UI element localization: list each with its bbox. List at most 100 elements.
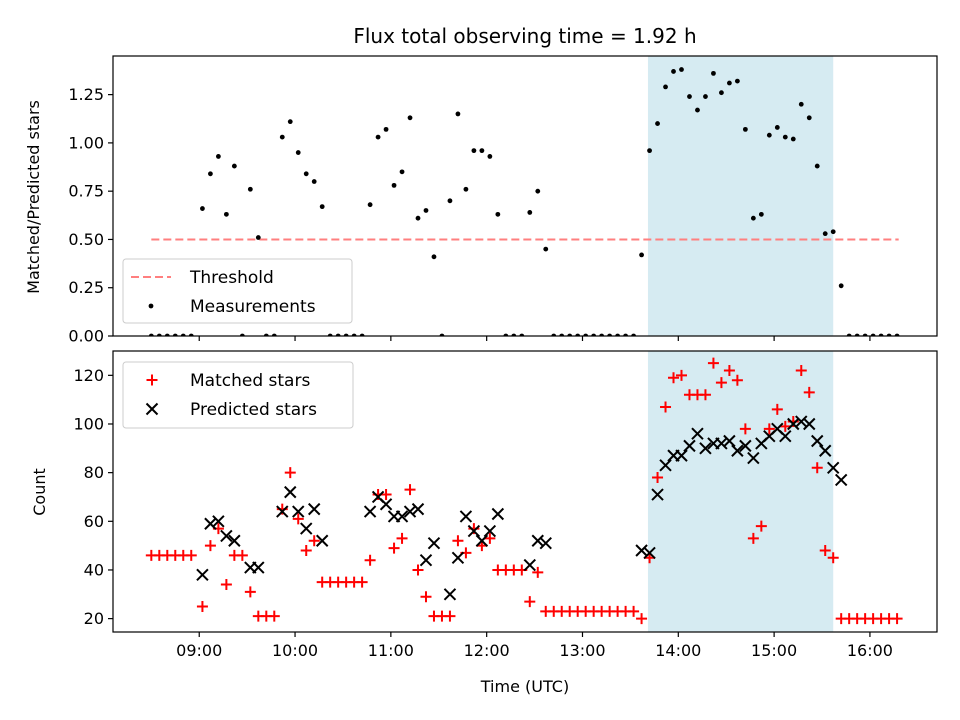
measurement-point — [703, 94, 708, 99]
measurement-point — [663, 84, 668, 90]
measurement-point — [830, 229, 836, 235]
matched-star-point — [771, 403, 783, 415]
predicted-star-point — [451, 551, 465, 565]
y-tick-label: 80 — [84, 463, 104, 482]
predicted-star-point — [643, 546, 656, 560]
matched-star-point — [675, 369, 687, 381]
predicted-star-point — [220, 529, 233, 543]
predicted-star-point — [635, 544, 648, 557]
predicted-star-point — [826, 461, 840, 474]
predicted-star-point — [811, 434, 824, 448]
matched-star-point — [660, 401, 672, 413]
y-tick-label: 1.00 — [68, 133, 104, 152]
predicted-star-point — [276, 505, 289, 518]
matched-star-point — [356, 576, 368, 588]
matched-star-point — [891, 613, 903, 625]
measurement-point — [399, 169, 405, 175]
predicted-star-point — [459, 510, 473, 523]
measurement-point — [471, 148, 477, 154]
predicted-star-point — [284, 485, 297, 499]
measurement-point — [527, 210, 533, 215]
y-tick-label: 0.50 — [68, 230, 104, 249]
predicted-star-point — [834, 473, 848, 487]
observing-window-count — [647, 351, 834, 632]
ratio-panel: 0.00 0.25 0.50 0.75 1.00 1.25 Threshold Measure… — [68, 55, 938, 346]
predicted-star-point — [363, 505, 377, 518]
y-axis-label-ratio: Matched/Predicted stars — [24, 100, 43, 294]
measurement-point — [838, 283, 844, 289]
measurement-point — [639, 252, 644, 258]
matched-star-point — [652, 472, 664, 484]
measurement-point — [208, 171, 213, 177]
series-matched-stars — [145, 357, 903, 625]
matched-star-point — [731, 374, 743, 386]
legend-ratio: Threshold Measurements — [122, 258, 353, 324]
measurement-point — [383, 126, 389, 132]
measurement-point — [806, 115, 812, 121]
x-tick-label: 15:00 — [751, 641, 797, 660]
measurement-point — [766, 132, 772, 138]
matched-star-point — [628, 605, 640, 617]
matched-star-point — [412, 564, 424, 576]
legend-measurements-label: Measurements — [190, 297, 316, 317]
predicted-star-point — [403, 505, 417, 518]
series-predicted-stars — [196, 415, 848, 601]
matched-star-point — [396, 532, 408, 544]
predicted-star-point — [475, 534, 489, 547]
measurement-point — [790, 136, 796, 142]
measurement-point — [774, 125, 780, 130]
measurement-point — [231, 163, 237, 169]
x-tick-label: 10:00 — [272, 641, 318, 660]
predicted-star-point — [531, 534, 544, 547]
y-tick-label: 0.00 — [68, 327, 104, 346]
predicted-star-point — [212, 515, 225, 528]
predicted-star-point — [651, 488, 664, 501]
predicted-star-point — [779, 429, 792, 443]
count-panel: 20 40 60 80 100 120 09:00 10:00 11:00 12:00 13:00 1… — [73, 350, 938, 660]
series-layer-count — [145, 357, 903, 625]
y-tick-label: 1.25 — [68, 85, 104, 104]
measurement-point — [311, 179, 317, 184]
matched-star-point — [484, 532, 496, 544]
measurement-point — [695, 107, 700, 113]
matched-star-point — [292, 513, 304, 525]
measurement-point — [742, 126, 748, 132]
matched-star-point — [739, 423, 751, 435]
matched-star-point — [747, 532, 759, 544]
matched-star-point — [763, 423, 775, 435]
matched-star-point — [811, 462, 823, 474]
measurement-point — [647, 148, 652, 154]
measurement-point — [750, 215, 756, 221]
observing-window-ratio — [647, 56, 834, 336]
predicted-star-point — [196, 568, 209, 582]
measurement-point — [255, 235, 261, 240]
predicted-star-point — [395, 510, 409, 523]
y-tick-label: 100 — [73, 414, 104, 433]
measurement-point — [727, 80, 732, 86]
matched-star-point — [236, 549, 248, 561]
matched-star-point — [300, 544, 312, 556]
measurement-point — [279, 134, 285, 140]
predicted-star-point — [315, 534, 329, 547]
matched-star-point — [308, 535, 320, 547]
measurement-point — [200, 206, 205, 211]
matched-star-point — [444, 610, 456, 622]
measurement-point — [495, 211, 501, 217]
predicted-star-point — [723, 434, 736, 448]
measurement-point — [415, 215, 421, 221]
measurement-point — [223, 211, 229, 217]
matched-star-point — [364, 554, 376, 566]
predicted-star-point — [795, 415, 808, 428]
axes-frame-ratio — [112, 55, 938, 337]
predicted-star-point — [803, 417, 816, 431]
matched-star-point — [284, 467, 296, 479]
measurement-point — [247, 186, 253, 192]
y-tick-label: 60 — [84, 512, 104, 531]
measurement-point — [407, 115, 413, 121]
matched-star-point — [468, 523, 480, 535]
chart-title: Flux total observing time = 1.92 h — [353, 24, 696, 48]
matched-star-point — [715, 377, 727, 389]
x-tick-label: 16:00 — [847, 641, 893, 660]
legend-threshold-label: Threshold — [189, 268, 274, 288]
